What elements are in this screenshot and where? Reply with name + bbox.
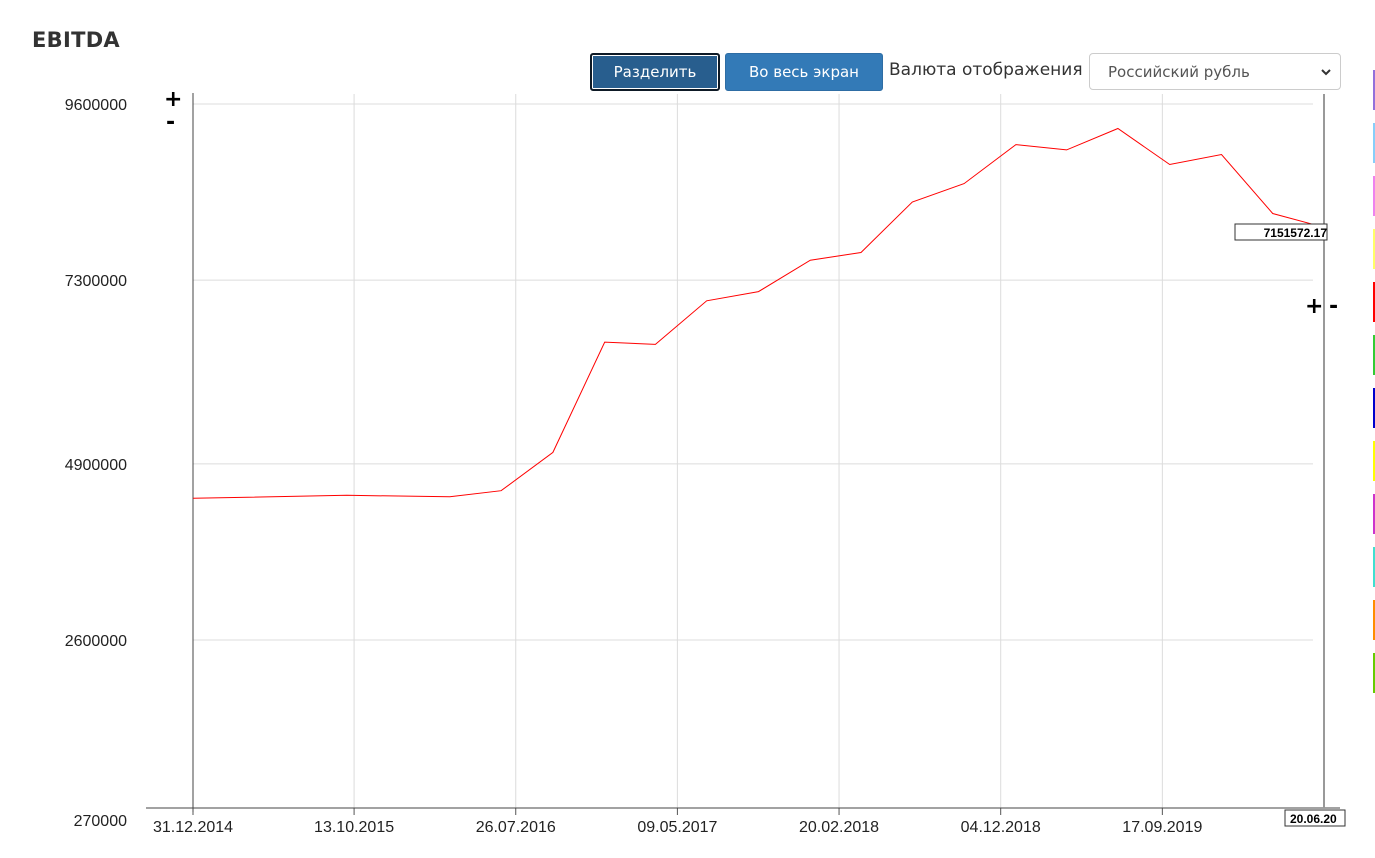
y-tick-label: 9600000 xyxy=(65,97,127,114)
x-tick-label: 17.09.2019 xyxy=(1122,819,1202,836)
fullscreen-button[interactable]: Во весь экран xyxy=(725,53,883,91)
x-tick-label: 04.12.2018 xyxy=(961,819,1041,836)
legend-swatch[interactable] xyxy=(1373,335,1375,375)
legend-swatch[interactable] xyxy=(1373,653,1375,693)
legend-swatch[interactable] xyxy=(1373,547,1375,587)
crosshair-date-label: 20.06.20 xyxy=(1290,812,1337,826)
split-button[interactable]: Разделить xyxy=(590,53,720,91)
x-tick-label: 13.10.2015 xyxy=(314,819,394,836)
legend-swatch[interactable] xyxy=(1373,600,1375,640)
y-tick-label: 2600000 xyxy=(65,633,127,650)
y-zoom-out-button[interactable]: - xyxy=(166,110,176,135)
x-tick-label: 09.05.2017 xyxy=(637,819,717,836)
y-tick-label: 4900000 xyxy=(65,457,127,474)
y-tick-label: 7300000 xyxy=(65,273,127,290)
y-tick-label: 270000 xyxy=(74,813,127,830)
x-zoom-in-button[interactable]: + xyxy=(1305,294,1324,319)
legend-swatch[interactable] xyxy=(1373,229,1375,269)
crosshair-date-box xyxy=(1284,809,1346,827)
legend-swatch[interactable] xyxy=(1373,176,1375,216)
crosshair-value-box xyxy=(1234,223,1328,241)
currency-select[interactable]: Российский рубль xyxy=(1089,53,1341,90)
y-zoom-in-button[interactable]: + xyxy=(164,87,183,112)
legend-swatch[interactable] xyxy=(1373,282,1375,322)
x-tick-label: 31.12.2014 xyxy=(153,819,233,836)
legend-swatch[interactable] xyxy=(1373,388,1375,428)
series-line[interactable] xyxy=(192,127,1325,499)
chevron-down-icon xyxy=(1320,62,1332,86)
currency-selected-value: Российский рубль xyxy=(1108,62,1250,81)
legend-swatch[interactable] xyxy=(1373,70,1375,110)
currency-label: Валюта отображения xyxy=(889,60,1083,80)
legend-swatch[interactable] xyxy=(1373,441,1375,481)
legend-swatch[interactable] xyxy=(1373,494,1375,534)
legend-swatch[interactable] xyxy=(1373,123,1375,163)
x-tick-label: 20.02.2018 xyxy=(799,819,879,836)
page-title: EBITDA xyxy=(32,28,120,52)
crosshair-value-label: 7151572.17 xyxy=(1264,226,1328,240)
x-tick-label: 26.07.2016 xyxy=(476,819,556,836)
x-zoom-out-button[interactable]: - xyxy=(1329,294,1339,319)
